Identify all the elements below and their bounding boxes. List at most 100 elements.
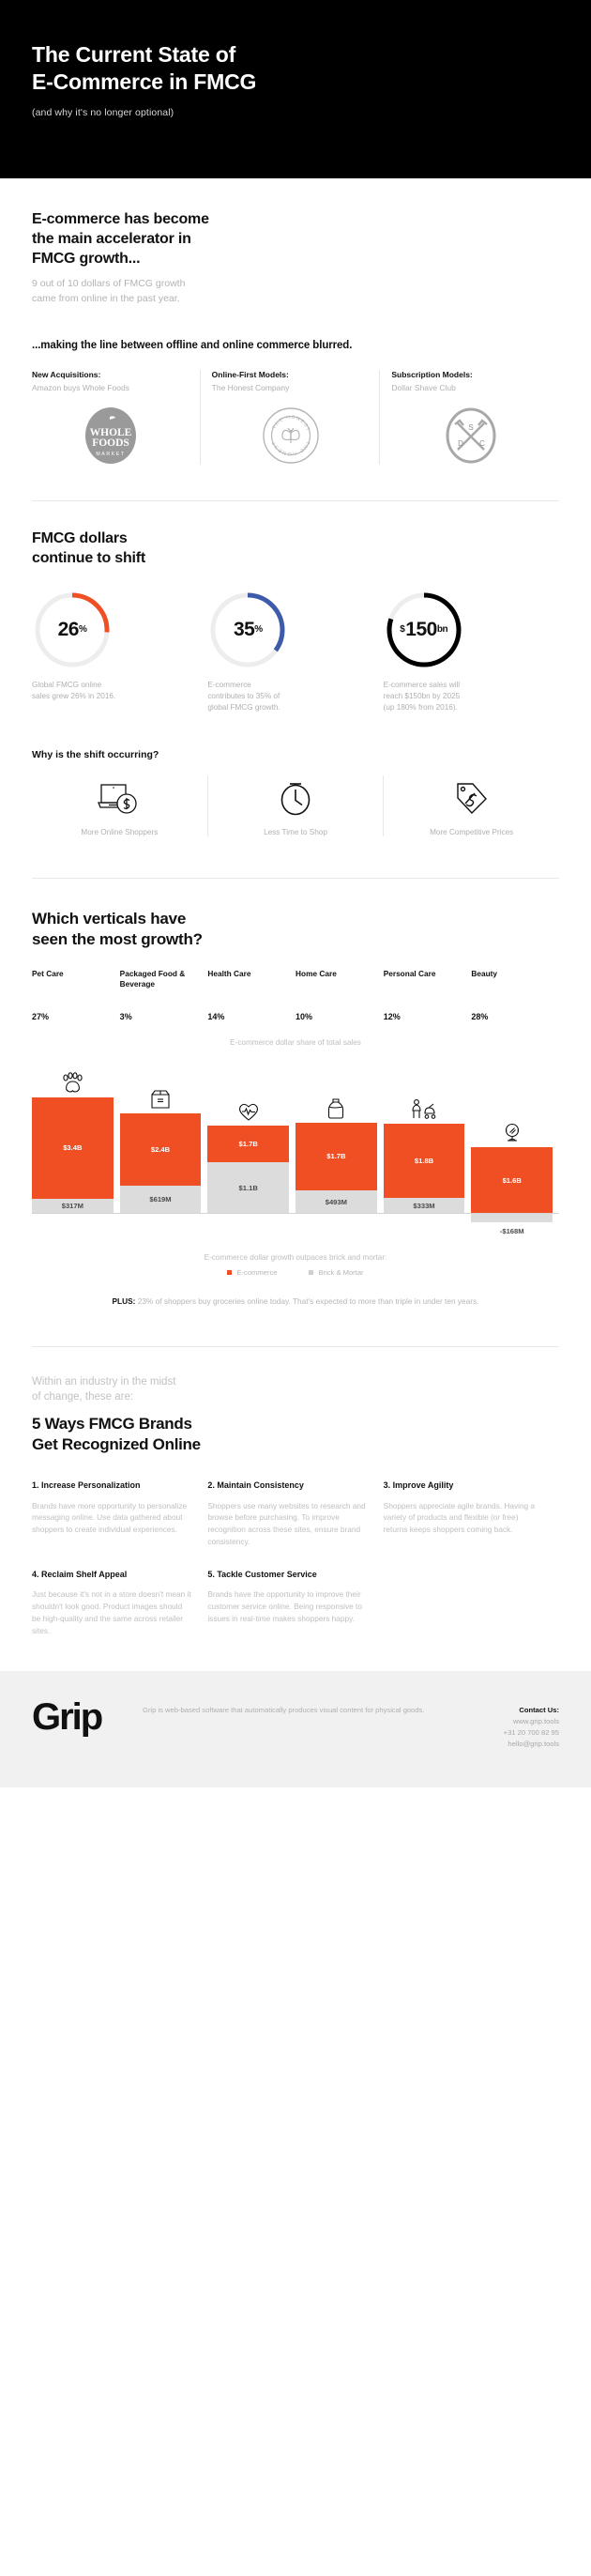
- verticals-heading-line-1: Which verticals have: [32, 909, 187, 928]
- reasons-section: Why is the shift occurring? More Online …: [0, 713, 591, 836]
- shift-heading: FMCG dollars continue to shift: [32, 529, 559, 569]
- page-title-line-2: E-Commerce in FMCG: [32, 69, 257, 94]
- way-title: 5. Tackle Customer Service: [207, 1570, 317, 1580]
- bar-ecommerce: $1.6B: [471, 1146, 553, 1214]
- donut-value: $150 bn: [400, 618, 448, 640]
- legend-item-brick-mortar: Brick & Mortar: [309, 1267, 364, 1277]
- reasons-question: Why is the shift occurring?: [32, 748, 159, 760]
- donut-value: 26%: [57, 618, 87, 640]
- donut-stat-1: 26% Global FMCG online sales grew 26% in…: [32, 590, 207, 713]
- bar-brick-mortar: $1.1B: [207, 1161, 290, 1214]
- shift-heading-line-1: FMCG dollars: [32, 530, 128, 547]
- vertical-name: Personal Care: [383, 968, 436, 978]
- vertical-share: 10%: [296, 1011, 313, 1021]
- divider: [32, 500, 559, 502]
- donut-stat-2: 35% E-commerce contributes to 35% of glo…: [207, 590, 383, 713]
- brand-card-online-first: Online-First Models: The Honest Company …: [201, 369, 381, 466]
- heart-pulse-icon: [207, 1095, 289, 1123]
- way-body: Shoppers use many websites to research a…: [207, 1500, 366, 1547]
- vertical-growth-bar-chart: $3.4B $317M $2.4B $619M: [32, 1060, 559, 1248]
- vertical-packaged-food-beverage: Packaged Food & Beverage 3%: [120, 969, 208, 1025]
- reason-label: Less Time to Shop: [264, 827, 327, 836]
- contact-phone[interactable]: +31 20 700 82 95: [503, 1727, 559, 1737]
- brand-card-title: Subscription Models:: [391, 369, 473, 379]
- donut-caption: E-commerce contributes to 35% of global …: [207, 680, 280, 712]
- grip-logo: Grip: [32, 1696, 135, 1741]
- svg-text:FOODS: FOODS: [93, 437, 130, 449]
- page-subtitle: (and why it's no longer optional): [32, 106, 174, 118]
- donut-caption: E-commerce sales will reach $150bn by 20…: [383, 680, 461, 712]
- vanity-mirror-icon: [471, 1116, 553, 1144]
- ways-section: Within an industry in the midst of chang…: [0, 1347, 591, 1657]
- divider: [32, 1346, 559, 1348]
- svg-text:Grip: Grip: [32, 1699, 102, 1737]
- contact-email[interactable]: hello@grip.tools: [508, 1740, 559, 1749]
- donut-value: 35%: [233, 618, 263, 640]
- blurred-line-statement: ...making the line between offline and o…: [32, 339, 353, 351]
- ways-grid: 1. Increase Personalization Brands have …: [32, 1480, 559, 1657]
- svg-text:D: D: [458, 439, 463, 448]
- vertical-share: 12%: [383, 1011, 401, 1021]
- way-title: 1. Increase Personalization: [32, 1480, 141, 1491]
- verticals-heading-line-2: seen the most growth?: [32, 929, 203, 948]
- vertical-name: Packaged Food & Beverage: [119, 968, 186, 989]
- ways-intro-line-1: Within an industry in the midst: [32, 1376, 176, 1388]
- donut-chart-150bn: $150 bn: [384, 590, 464, 670]
- footer-contact: Contact Us: www.grip.tools +31 20 700 82…: [447, 1699, 559, 1751]
- vertical-share: 28%: [471, 1011, 489, 1021]
- brand-card-desc: Dollar Shave Club: [391, 382, 456, 392]
- vertical-pet-care: Pet Care 27%: [32, 969, 120, 1025]
- ways-intro-line-2: of change, these are:: [32, 1390, 134, 1403]
- intro-heading: E-commerce has become the main accelerat…: [32, 210, 559, 268]
- bar-ecommerce: $2.4B: [119, 1112, 202, 1186]
- chart-legend: E-commerce Brick & Mortar: [32, 1268, 559, 1277]
- way-title: 2. Maintain Consistency: [207, 1480, 304, 1491]
- bar-ecommerce: $1.7B: [296, 1122, 377, 1190]
- page-title: The Current State of E-Commerce in FMCG: [32, 41, 559, 96]
- bar-ecommerce: $1.8B: [383, 1123, 465, 1198]
- svg-text:S: S: [468, 423, 473, 432]
- intro-subtext-line-1: 9 out of 10 dollars of FMCG growth: [32, 278, 186, 290]
- contact-title: Contact Us:: [519, 1705, 559, 1714]
- donut-caption: Global FMCG online sales grew 26% in 201…: [32, 680, 116, 700]
- intro-subtext-line-2: came from online in the past year.: [32, 292, 180, 304]
- bar-brick-mortar: $333M: [383, 1197, 465, 1214]
- intro-section: E-commerce has become the main accelerat…: [0, 178, 591, 306]
- reason-more-competitive-prices: More Competitive Prices: [384, 775, 559, 836]
- chart-baseline: [32, 1212, 559, 1214]
- detergent-bottle-icon: [296, 1092, 377, 1120]
- way-item-3: 3. Improve Agility Shoppers appreciate a…: [384, 1480, 559, 1548]
- brand-card-title: New Acquisitions:: [32, 369, 101, 379]
- bar-brick-mortar-label: -$168M: [499, 1226, 524, 1235]
- stopwatch-icon: [214, 775, 378, 820]
- vertical-personal-care: Personal Care 12%: [384, 969, 472, 1025]
- legend-label: Brick & Mortar: [318, 1267, 364, 1277]
- bar-brick-mortar: $493M: [296, 1189, 377, 1214]
- way-title: 3. Improve Agility: [383, 1480, 454, 1491]
- bar-group-packaged-food: $2.4B $619M: [119, 1060, 208, 1248]
- bar-ecommerce: $3.4B: [32, 1096, 114, 1199]
- bar-brick-mortar: $619M: [119, 1185, 202, 1214]
- svg-text:MARKET: MARKET: [97, 452, 126, 457]
- way-body: Shoppers appreciate agile brands. Having…: [383, 1500, 536, 1535]
- svg-text:C: C: [479, 439, 485, 448]
- donut-chart-35pct: 35%: [207, 590, 288, 670]
- contact-website[interactable]: www.grip.tools: [513, 1716, 559, 1725]
- vertical-share: 27%: [32, 1011, 50, 1021]
- bar-brick-mortar: $317M: [32, 1198, 114, 1214]
- hero-banner: The Current State of E-Commerce in FMCG …: [0, 0, 591, 178]
- reasons-row: More Online Shoppers Less Time to Shop: [32, 774, 559, 836]
- brand-card-subscription: Subscription Models: Dollar Shave Club S…: [380, 370, 559, 466]
- price-tag-dollar-icon: [389, 775, 553, 820]
- svg-text:THE HONEST CO.: THE HONEST CO.: [262, 406, 311, 456]
- way-item-1: 1. Increase Personalization Brands have …: [32, 1480, 207, 1548]
- way-title: 4. Reclaim Shelf Appeal: [32, 1570, 128, 1580]
- way-body: Just because it's not in a store doesn't…: [32, 1589, 191, 1635]
- bar-group-pet-care: $3.4B $317M: [32, 1060, 120, 1248]
- reason-more-online-shoppers: More Online Shoppers: [32, 774, 208, 836]
- vertical-name: Beauty: [471, 968, 498, 978]
- way-item-2: 2. Maintain Consistency Shoppers use man…: [207, 1480, 383, 1548]
- plus-footnote: PLUS: 23% of shoppers buy groceries onli…: [32, 1296, 559, 1307]
- bar-group-personal-care: $1.8B $333M: [383, 1060, 472, 1248]
- plus-label: PLUS:: [112, 1296, 136, 1306]
